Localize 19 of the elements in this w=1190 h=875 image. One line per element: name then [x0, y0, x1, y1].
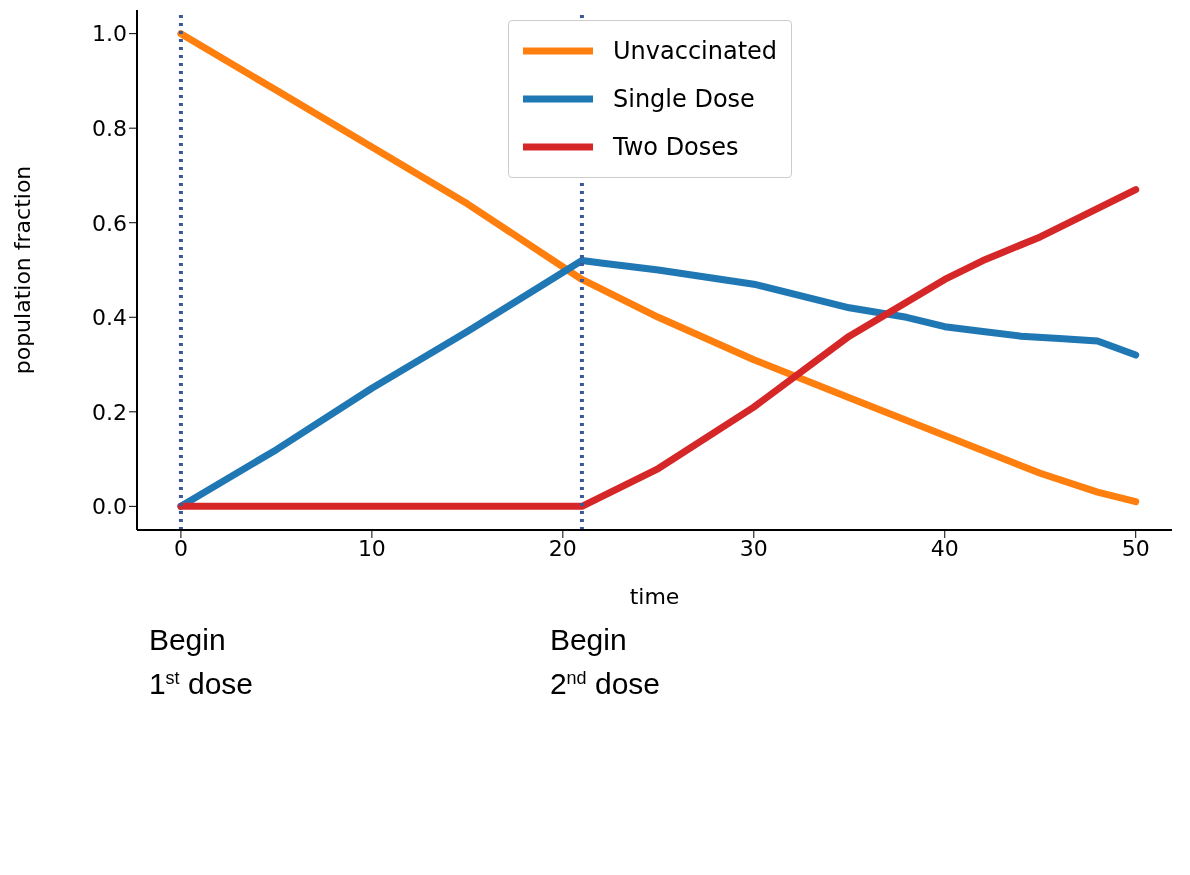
- x-tick-label: 50: [1121, 535, 1150, 561]
- legend-label: Unvaccinated: [613, 37, 778, 65]
- text: Begin 2$^{nd}$ dose: [549, 623, 661, 700]
- y-tick-label: 1.0: [92, 21, 127, 47]
- legend-label: Two Doses: [613, 133, 739, 161]
- x-tick-label: 10: [357, 535, 386, 561]
- x-tick-label: 30: [739, 535, 768, 561]
- x-tick-label: 20: [548, 535, 577, 561]
- y-axis-title: population fraction: [9, 165, 35, 375]
- legend-label: Single Dose: [613, 85, 755, 113]
- y-tick-label: 0.2: [92, 399, 127, 425]
- x-tick-label: 0: [173, 535, 188, 561]
- y-tick-label: 0.8: [92, 115, 127, 141]
- x-tick-label: 40: [930, 535, 959, 561]
- y-tick-label: 0.6: [92, 210, 127, 236]
- y-tick-label: 0.0: [92, 494, 127, 520]
- x-axis-title: time: [629, 584, 680, 609]
- y-tick-label: 0.4: [92, 305, 127, 331]
- text: Begin 1$^{st}$ dose: [148, 623, 254, 700]
